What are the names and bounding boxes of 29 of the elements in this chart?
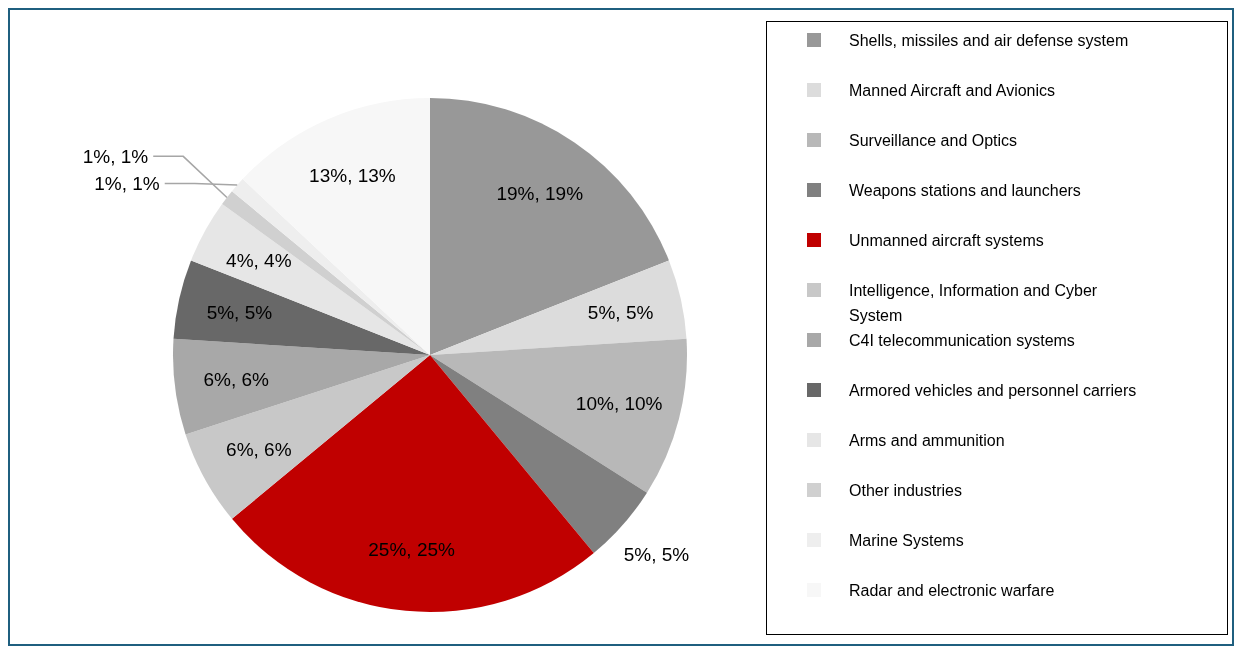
legend-label: Other industries [849, 481, 962, 501]
legend-label: Unmanned aircraft systems [849, 231, 1044, 251]
pie-slice [430, 98, 669, 355]
legend-label: Radar and electronic warfare [849, 581, 1055, 601]
data-label: 5%, 5% [206, 301, 273, 323]
data-label: 6%, 6% [226, 438, 292, 460]
data-label: 1%, 1% [82, 145, 149, 167]
legend-label: Armored vehicles and personnel carriers [849, 381, 1137, 401]
data-label: 5%, 5% [623, 544, 690, 566]
legend-label: Arms and ammunition [849, 431, 1005, 451]
pie-slice [173, 338, 430, 435]
data-label: 5%, 5% [587, 301, 654, 323]
legend-label: Surveillance and Optics [849, 131, 1018, 151]
pie-slice [185, 355, 430, 519]
data-label: 19%, 19% [496, 182, 584, 204]
data-label: 10%, 10% [575, 393, 663, 415]
data-label: 4%, 4% [226, 250, 292, 272]
pie-slice [430, 260, 687, 355]
legend-label: C4I telecommunication systems [849, 331, 1075, 351]
data-label: 13%, 13% [309, 165, 396, 187]
legend-label: Shells, missiles and air defense system [849, 31, 1129, 51]
data-label: 25%, 25% [368, 538, 456, 560]
data-label: 6%, 6% [203, 368, 270, 390]
legend-label: Manned Aircraft and Avionics [849, 81, 1056, 101]
pie-slice [430, 338, 687, 493]
legend-label: Marine Systems [849, 531, 964, 551]
legend-label: Weapons stations and launchers [849, 181, 1081, 201]
legend-label: Intelligence, Information and Cyber System [849, 281, 1099, 326]
data-label: 1%, 1% [94, 172, 160, 194]
